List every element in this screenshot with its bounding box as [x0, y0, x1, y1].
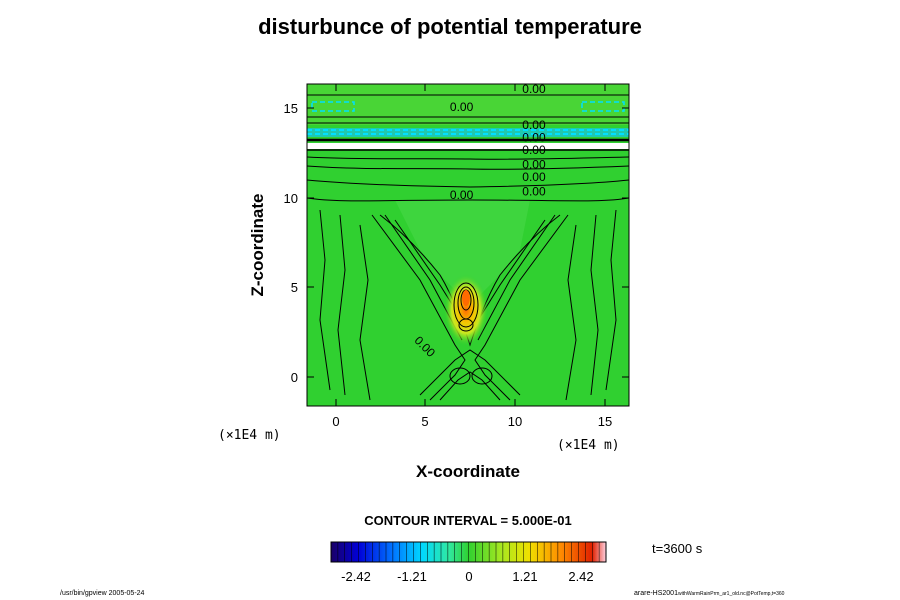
y-tick-label: 0 — [291, 370, 298, 385]
cyan-band — [307, 128, 629, 137]
contour-value-label: 0.00 — [522, 131, 546, 145]
axis-ticks — [307, 84, 629, 406]
y-unit-label: (×1E4 m) — [218, 428, 281, 443]
y-tick-label: 15 — [284, 101, 298, 116]
dashed-box-left — [311, 101, 355, 112]
x-tick-label: 15 — [598, 414, 612, 429]
contour-value-label: 0.00 — [522, 118, 546, 132]
contour-value-label: 0.00 — [450, 188, 474, 202]
x-tick-label: 10 — [508, 414, 522, 429]
y-tick-label: 5 — [291, 280, 298, 295]
x-tick-label: 5 — [421, 414, 428, 429]
colorbar-tick-label: 0 — [465, 569, 472, 584]
contour-value-label: 0.00 — [522, 143, 546, 157]
footer-right: arare-HS2001withWarmRainPrm_ar1_old.nc@P… — [634, 590, 784, 597]
chart-title: disturbunce of potential temperature — [258, 14, 642, 39]
contour-value-label: 0.00 — [522, 185, 546, 199]
contour-value-label: 0.00 — [522, 158, 546, 172]
x-unit-label: (×1E4 m) — [557, 438, 620, 453]
x-axis-title: X-coordinate — [416, 462, 520, 481]
time-label: t=3600 s — [652, 541, 703, 556]
upper-band — [307, 84, 629, 125]
contour-value-label: 0.00 — [450, 100, 474, 114]
white-band — [307, 143, 629, 149]
contour-value-label: 0.00 — [522, 82, 546, 96]
y-axis-title: Z-coordinate — [248, 194, 267, 297]
upper-plume-region — [395, 200, 530, 305]
colorbar-dividers — [337, 542, 600, 562]
dashed-box-right — [581, 101, 625, 112]
peak-contours — [453, 282, 479, 332]
footer-right-main: arare-HS2001 — [634, 590, 678, 597]
peak-core — [462, 290, 470, 306]
colorbar-tick-label: -2.42 — [341, 569, 371, 584]
plot-frame — [306, 83, 630, 407]
colorbar-tick-label: 1.21 — [512, 569, 537, 584]
footer-right-sub: withWarmRainPrm_ar1_old.nc@PotTemp,t=360 — [677, 591, 785, 597]
contour-lines — [307, 94, 629, 401]
contour-interval-label: CONTOUR INTERVAL = 5.000E-01 — [364, 513, 572, 528]
x-tick-label: 0 — [332, 414, 339, 429]
colorbar-tick-label: 2.42 — [568, 569, 593, 584]
footer-left: /usr/bin/gpview 2005-05-24 — [60, 590, 145, 597]
y-tick-label: 10 — [284, 191, 298, 206]
colorbar-tick-label: -1.21 — [397, 569, 427, 584]
contour-value-label: 0.00 — [522, 170, 546, 184]
contour-field — [307, 84, 629, 406]
